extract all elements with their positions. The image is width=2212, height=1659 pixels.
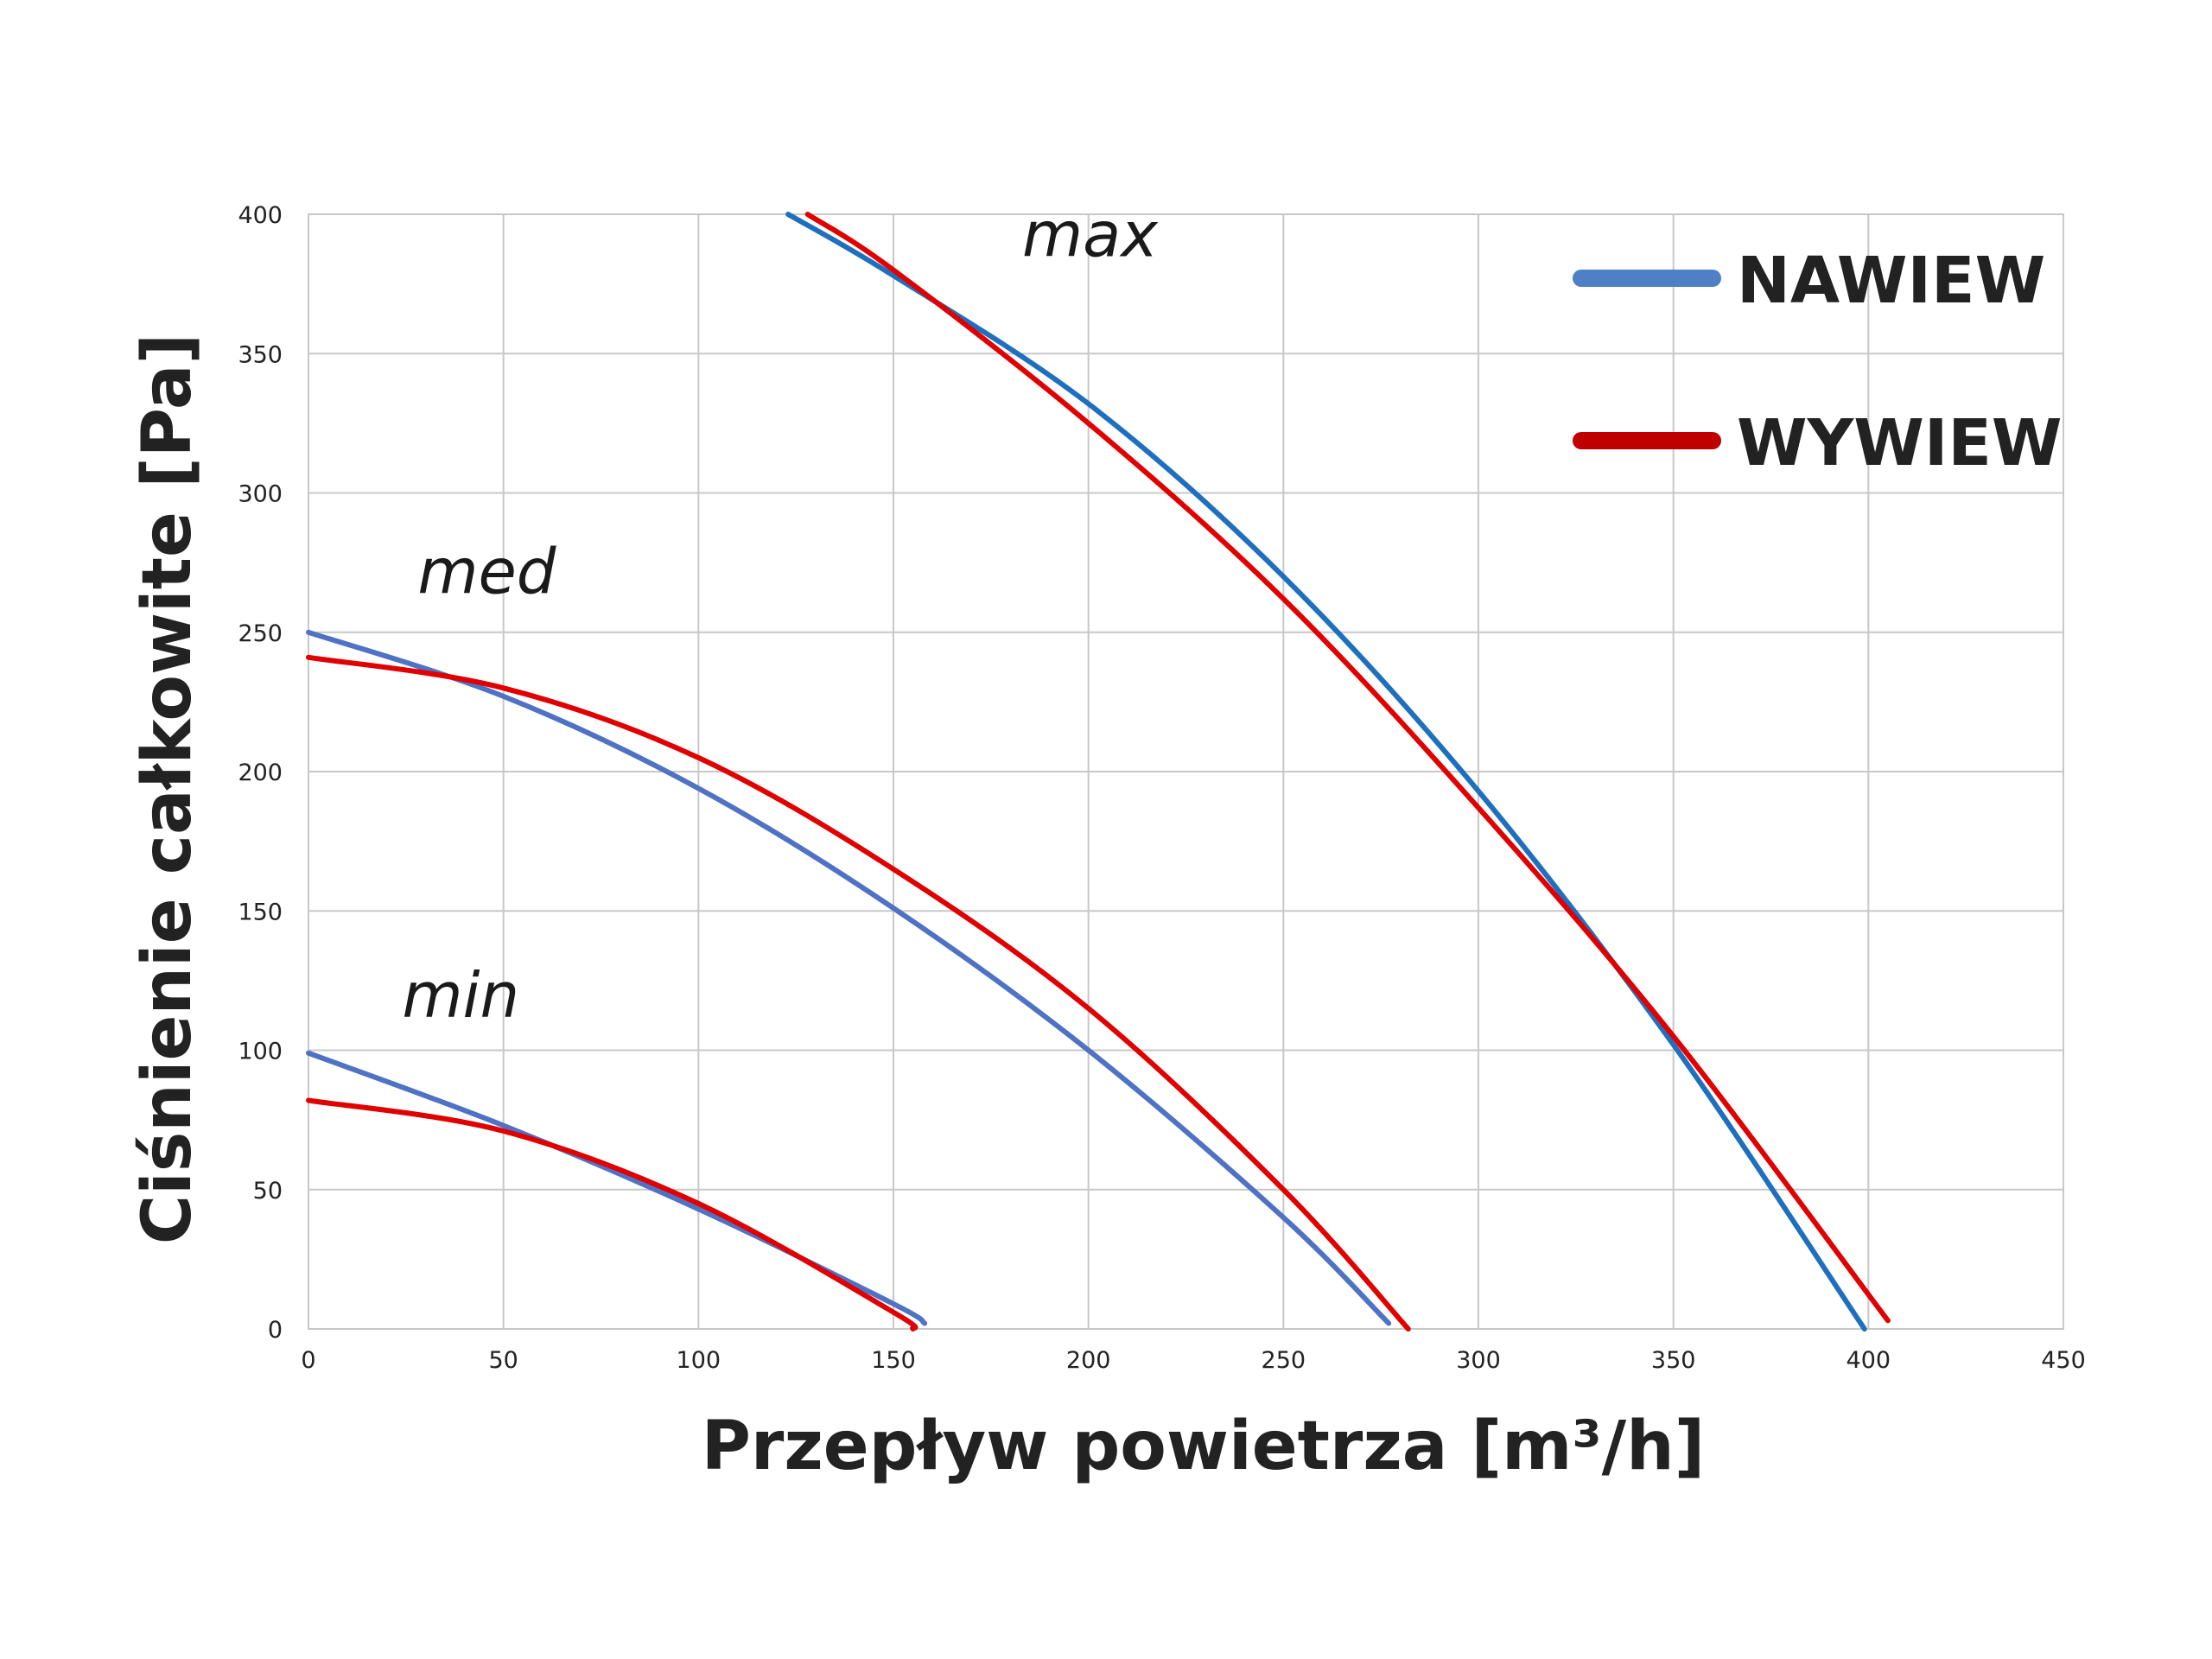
x-tick-label: 50 [488, 1347, 518, 1374]
y-tick-label: 150 [238, 899, 283, 925]
series-line-med-nawiew [306, 629, 1392, 1326]
x-tick-label: 450 [2041, 1347, 2086, 1374]
series-line-med-wywiew [306, 654, 1411, 1332]
y-tick-label: 400 [238, 202, 283, 229]
curve-labels: max med min [402, 198, 1159, 1031]
curve-label-max: max [1022, 198, 1159, 270]
y-tick-label: 250 [238, 620, 283, 647]
x-tick-label: 300 [1456, 1347, 1501, 1374]
y-tick-label: 0 [268, 1317, 283, 1344]
x-tick-label: 250 [1262, 1347, 1306, 1374]
legend-label-nawiew: NAWIEW [1737, 244, 2045, 318]
x-tick-label: 0 [301, 1347, 315, 1374]
y-tick-label: 100 [238, 1039, 283, 1065]
y-axis-title: Ciśnienie całkowite [Pa] [129, 334, 207, 1244]
y-tick-label: 50 [253, 1178, 283, 1205]
x-axis-title: Przepływ powietrza [m³/h] [702, 1408, 1706, 1485]
x-tick-label: 200 [1066, 1347, 1111, 1374]
grid [308, 213, 2064, 1330]
series-line-min-nawiew [306, 1050, 928, 1326]
y-tick-labels: 0 50 100 150 200 250 300 350 400 [238, 202, 283, 1344]
x-tick-label: 400 [1847, 1347, 1891, 1374]
x-tick-labels: 0 50 100 150 200 250 300 350 400 450 [301, 1347, 2085, 1374]
y-tick-label: 200 [238, 760, 283, 786]
series-line-min-wywiew [306, 1097, 918, 1332]
plot-frame [308, 213, 2064, 1330]
legend: NAWIEW WYWIEW [1573, 244, 2063, 480]
series-line-max-wywiew [804, 212, 1891, 1324]
x-tick-label: 100 [677, 1347, 721, 1374]
curve-label-med: med [417, 536, 556, 608]
y-tick-label: 350 [238, 341, 283, 368]
legend-label-wywiew: WYWIEW [1737, 406, 2063, 480]
curve-label-min: min [402, 959, 519, 1032]
y-tick-label: 300 [238, 481, 283, 508]
x-tick-label: 150 [871, 1347, 916, 1374]
x-tick-label: 350 [1651, 1347, 1696, 1374]
series-lines [306, 212, 1891, 1332]
